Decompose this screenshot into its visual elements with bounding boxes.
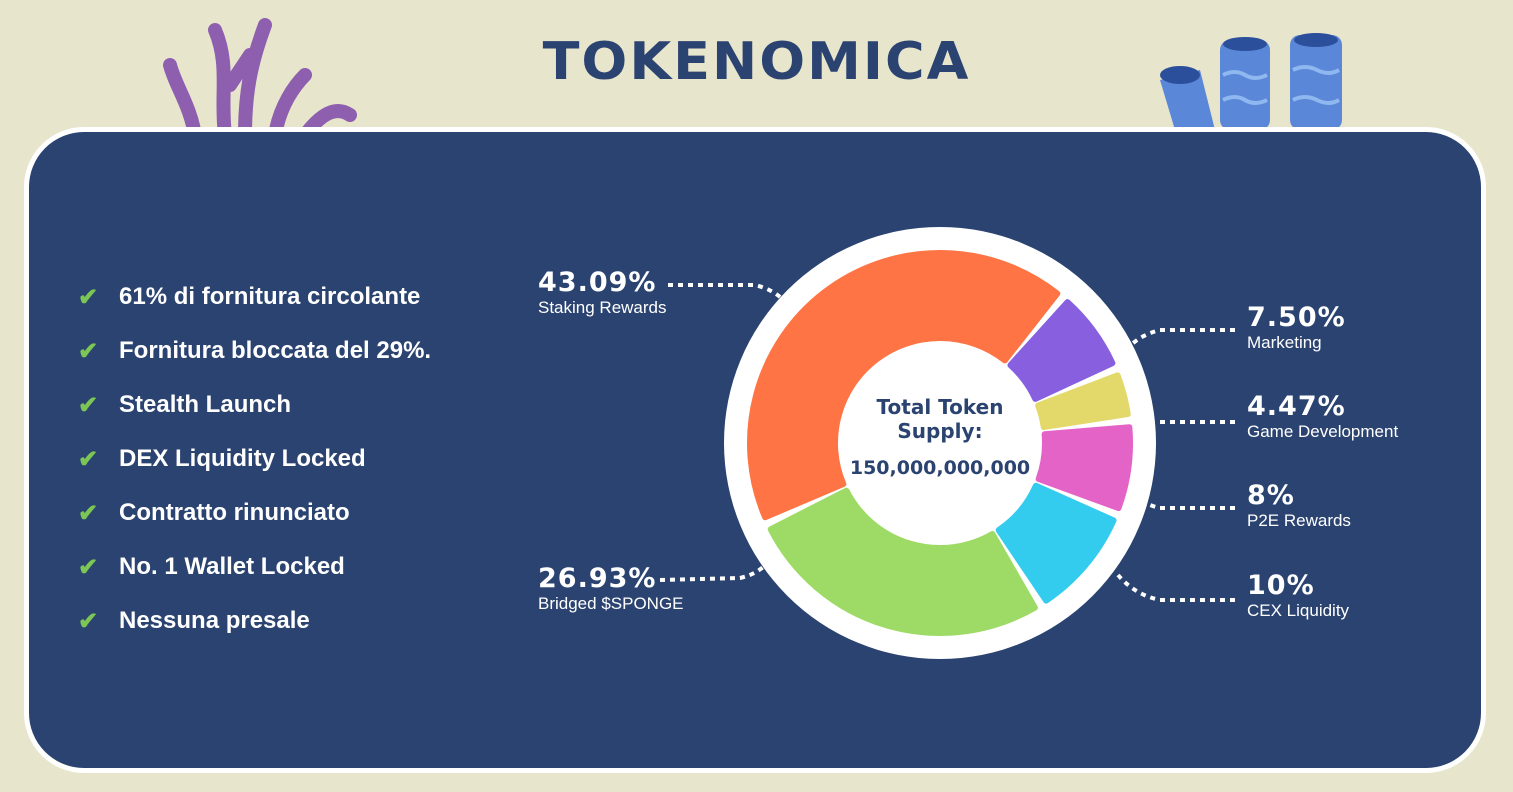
- feature-text: Stealth Launch: [119, 391, 292, 418]
- slice-percent: 10%: [1247, 570, 1315, 601]
- slice-percent: 26.93%: [538, 563, 657, 594]
- total-supply-value: 150,000,000,000: [849, 457, 1031, 479]
- leader-line: [1126, 328, 1235, 350]
- donut-center: Total Token Supply: 150,000,000,000: [840, 395, 1040, 479]
- slice-bridged-sponge: [767, 487, 1038, 636]
- leader-line: [659, 560, 770, 582]
- feature-item: ✔ No. 1 Wallet Locked: [78, 540, 431, 594]
- slice-name: CEX Liquidity: [1247, 601, 1350, 620]
- slice-cex-liquidity: [995, 482, 1117, 604]
- slice-label: 10% CEX Liquidity: [1247, 571, 1349, 621]
- slice-percent: 43.09%: [538, 267, 657, 298]
- feature-text: DEX Liquidity Locked: [119, 445, 366, 472]
- page-title: TOKENOMICA: [542, 31, 971, 92]
- total-supply-title: Total Token Supply:: [876, 395, 1004, 443]
- check-icon: ✔: [78, 391, 99, 419]
- leader-line: [668, 283, 787, 304]
- feature-item: ✔ 61% di fornitura circolante: [78, 270, 431, 324]
- check-icon: ✔: [78, 445, 99, 473]
- slice-staking-rewards: [747, 250, 1061, 521]
- slice-label: 7.50% Marketing: [1247, 303, 1346, 353]
- slice-name: P2E Rewards: [1247, 511, 1351, 530]
- check-icon: ✔: [78, 499, 99, 527]
- feature-text: Fornitura bloccata del 29%.: [119, 337, 432, 364]
- feature-text: 61% di fornitura circolante: [119, 283, 421, 310]
- feature-item: ✔ Contratto rinunciato: [78, 486, 431, 540]
- slice-marketing: [1007, 299, 1116, 402]
- feature-text: Nessuna presale: [119, 607, 310, 634]
- slice-name: Game Development: [1247, 422, 1399, 441]
- slice-label: 43.09% Staking Rewards: [538, 268, 667, 318]
- feature-list: ✔ 61% di fornitura circolante ✔ Fornitura b…: [78, 270, 431, 648]
- leader-line: [1138, 498, 1235, 510]
- feature-item: ✔ Stealth Launch: [78, 378, 431, 432]
- leader-line: [1116, 573, 1235, 602]
- blue-tube-coral-decoration: [1160, 33, 1342, 130]
- feature-item: ✔ DEX Liquidity Locked: [78, 432, 431, 486]
- check-icon: ✔: [78, 283, 99, 311]
- slice-percent: 4.47%: [1247, 391, 1346, 422]
- slice-p2e-rewards: [1035, 424, 1133, 512]
- slice-label: 8% P2E Rewards: [1247, 481, 1351, 531]
- feature-item: ✔ Nessuna presale: [78, 594, 431, 648]
- feature-text: Contratto rinunciato: [119, 499, 350, 526]
- slice-name: Marketing: [1247, 333, 1322, 352]
- check-icon: ✔: [78, 337, 99, 365]
- feature-text: No. 1 Wallet Locked: [119, 553, 345, 580]
- slice-label: 4.47% Game Development: [1247, 392, 1398, 442]
- feature-item: ✔ Fornitura bloccata del 29%.: [78, 324, 431, 378]
- check-icon: ✔: [78, 607, 99, 635]
- slice-percent: 8%: [1247, 480, 1295, 511]
- slice-label: 26.93% Bridged $SPONGE: [538, 564, 684, 614]
- slice-percent: 7.50%: [1247, 302, 1346, 333]
- slice-game-development: [1035, 372, 1131, 431]
- slice-name: Staking Rewards: [538, 298, 667, 317]
- slice-name: Bridged $SPONGE: [538, 594, 684, 613]
- check-icon: ✔: [78, 553, 99, 581]
